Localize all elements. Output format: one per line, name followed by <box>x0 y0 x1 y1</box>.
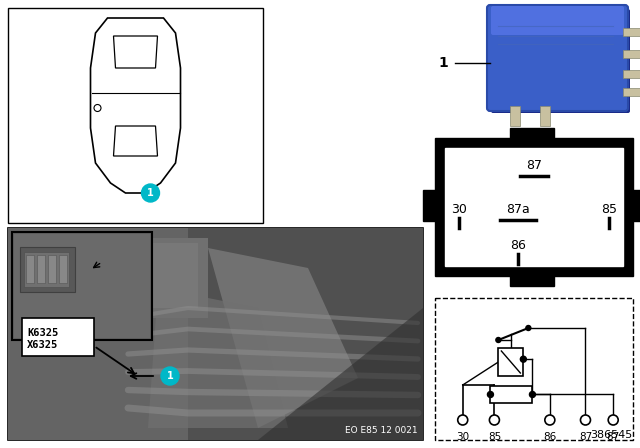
Circle shape <box>488 392 493 397</box>
Bar <box>510 128 554 140</box>
Text: 1: 1 <box>166 371 173 381</box>
Circle shape <box>490 415 499 425</box>
Text: 86: 86 <box>510 239 526 252</box>
Bar <box>490 386 532 403</box>
Bar <box>14 234 150 338</box>
Bar <box>98 243 198 308</box>
Text: 87: 87 <box>526 159 542 172</box>
Bar <box>59 255 67 283</box>
Bar <box>26 255 34 283</box>
Bar <box>445 148 623 266</box>
Circle shape <box>608 415 618 425</box>
Text: 386545: 386545 <box>589 430 632 440</box>
Polygon shape <box>208 248 358 428</box>
Polygon shape <box>113 126 157 156</box>
Bar <box>20 247 75 292</box>
Bar <box>499 348 524 376</box>
Polygon shape <box>258 308 423 440</box>
Circle shape <box>545 415 555 425</box>
Bar <box>24 252 69 287</box>
Text: 85: 85 <box>601 203 617 216</box>
Bar <box>48 255 56 283</box>
Bar <box>22 318 94 356</box>
Text: 85: 85 <box>488 432 501 442</box>
FancyBboxPatch shape <box>491 9 630 113</box>
Bar <box>88 238 208 318</box>
Bar <box>435 138 633 276</box>
Text: 86: 86 <box>543 432 556 442</box>
Circle shape <box>161 367 179 385</box>
Bar <box>623 50 640 58</box>
Polygon shape <box>90 18 180 193</box>
Bar <box>510 274 554 286</box>
FancyBboxPatch shape <box>487 5 628 111</box>
Bar <box>623 70 640 78</box>
FancyBboxPatch shape <box>491 6 624 35</box>
Bar <box>510 106 520 126</box>
Circle shape <box>496 337 501 343</box>
Bar <box>8 8 263 223</box>
Bar <box>623 28 640 36</box>
Circle shape <box>526 326 531 331</box>
Circle shape <box>580 415 591 425</box>
Bar <box>8 228 423 440</box>
Text: 1: 1 <box>438 56 448 70</box>
Text: 30: 30 <box>451 203 467 216</box>
Text: 87a: 87a <box>506 203 530 216</box>
Bar <box>540 106 550 126</box>
Bar <box>12 232 152 340</box>
Bar <box>631 190 640 221</box>
Bar <box>423 190 437 221</box>
Bar <box>623 88 640 96</box>
Circle shape <box>458 415 468 425</box>
Polygon shape <box>148 288 288 428</box>
Polygon shape <box>113 36 157 68</box>
Text: 87: 87 <box>579 432 592 442</box>
Circle shape <box>529 392 536 397</box>
Circle shape <box>520 356 526 362</box>
Bar <box>435 298 633 440</box>
Bar <box>188 228 423 440</box>
Bar <box>37 255 45 283</box>
Bar <box>8 228 423 440</box>
Circle shape <box>141 184 159 202</box>
Text: X6325: X6325 <box>27 340 58 350</box>
Text: 30: 30 <box>456 432 469 442</box>
Text: EO E85 12 0021: EO E85 12 0021 <box>346 426 418 435</box>
Text: 87: 87 <box>607 432 620 442</box>
Text: 1: 1 <box>147 188 154 198</box>
Circle shape <box>94 104 101 112</box>
Text: K6325: K6325 <box>27 328 58 338</box>
